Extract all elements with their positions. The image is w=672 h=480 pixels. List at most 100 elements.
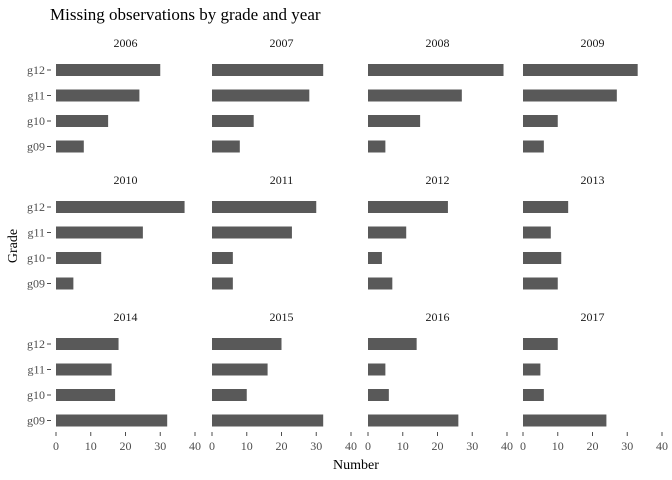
bar-2015-g12 — [212, 338, 282, 350]
bar-2007-g10 — [212, 115, 254, 127]
facet-panel-2006: 2006 g12 g11 g10 g09 — [27, 36, 161, 154]
bar-2007-g11 — [212, 89, 310, 102]
x-tick-label: 30 — [466, 439, 478, 453]
bar-2010-g09 — [56, 277, 74, 290]
x-tick-label: 10 — [241, 439, 253, 453]
bar-2010-g12 — [56, 201, 185, 213]
bar-2012-g09 — [368, 277, 393, 290]
x-tick-label: 20 — [432, 439, 444, 453]
facet-strip-label: 2014 — [114, 310, 138, 324]
bar-2010-g11 — [56, 226, 143, 239]
bar-2015-g10 — [212, 389, 247, 401]
bar-2016-g12 — [368, 338, 417, 350]
bar-2007-g09 — [212, 140, 240, 153]
bar-2009-g09 — [523, 140, 544, 153]
bar-2014-g10 — [56, 389, 116, 401]
y-tick-label: g09 — [27, 140, 45, 154]
y-tick-label: g12 — [27, 200, 45, 214]
bar-2006-g12 — [56, 64, 161, 76]
x-tick-label: 30 — [310, 439, 322, 453]
bar-2014-g12 — [56, 338, 119, 350]
facet-panel-2014: 2014 g12 g11 g10 g09 0 10 20 30 40 — [27, 310, 201, 453]
bar-2017-g09 — [523, 414, 607, 427]
y-tick-label: g11 — [27, 226, 45, 240]
facet-panel-2008: 2008 — [368, 36, 504, 153]
bar-2009-g12 — [523, 64, 638, 76]
bar-2009-g11 — [523, 89, 617, 102]
bar-2014-g11 — [56, 363, 112, 376]
bar-2008-g09 — [368, 140, 386, 153]
bar-2008-g12 — [368, 64, 504, 76]
facet-strip-label: 2017 — [581, 310, 605, 324]
facet-panel-2011: 2011 — [212, 173, 317, 290]
x-tick-label: 30 — [621, 439, 633, 453]
y-tick-label: g09 — [27, 414, 45, 428]
facet-strip-label: 2010 — [114, 173, 138, 187]
facet-panel-2009: 2009 — [523, 36, 638, 153]
bar-2015-g11 — [212, 363, 268, 376]
facet-strip-label: 2006 — [114, 36, 138, 50]
facet-strip-label: 2016 — [426, 310, 450, 324]
bar-2007-g12 — [212, 64, 324, 76]
facet-panel-2007: 2007 — [212, 36, 324, 153]
x-tick-label: 0 — [520, 439, 526, 453]
x-tick-label: 40 — [656, 439, 668, 453]
bar-2016-g09 — [368, 414, 459, 427]
y-tick-label: g12 — [27, 63, 45, 77]
facet-panel-2013: 2013 — [523, 173, 605, 290]
bar-2013-g12 — [523, 201, 569, 213]
facet-strip-label: 2007 — [270, 36, 294, 50]
bar-2012-g11 — [368, 226, 407, 239]
bar-2006-g10 — [56, 115, 109, 127]
facet-strip-label: 2015 — [270, 310, 294, 324]
x-tick-label: 0 — [209, 439, 215, 453]
bar-2017-g10 — [523, 389, 544, 401]
facet-panel-2015: 2015 0 10 20 30 40 — [209, 310, 357, 453]
x-tick-label: 40 — [501, 439, 513, 453]
bar-2016-g10 — [368, 389, 389, 401]
y-tick-label: g10 — [27, 114, 45, 128]
bar-2008-g11 — [368, 89, 462, 102]
bar-2006-g11 — [56, 89, 140, 102]
facet-strip-label: 2012 — [426, 173, 450, 187]
bar-2013-g09 — [523, 277, 558, 290]
bar-2011-g11 — [212, 226, 292, 239]
facet-panel-2016: 2016 0 10 20 30 40 — [365, 310, 513, 453]
y-tick-label: g11 — [27, 89, 45, 103]
y-tick-label: g10 — [27, 251, 45, 265]
bar-2014-g09 — [56, 414, 168, 427]
bar-2010-g10 — [56, 252, 102, 264]
x-tick-label: 40 — [345, 439, 357, 453]
bar-2009-g10 — [523, 115, 558, 127]
x-tick-label: 0 — [365, 439, 371, 453]
x-tick-label: 20 — [587, 439, 599, 453]
x-tick-label: 40 — [189, 439, 201, 453]
bar-2016-g11 — [368, 363, 386, 376]
bar-2013-g11 — [523, 226, 551, 239]
x-tick-label: 20 — [120, 439, 132, 453]
bar-2011-g10 — [212, 252, 233, 264]
bar-2015-g09 — [212, 414, 324, 427]
bar-2011-g12 — [212, 201, 317, 213]
bar-2017-g11 — [523, 363, 541, 376]
x-tick-label: 30 — [154, 439, 166, 453]
y-tick-label: g09 — [27, 277, 45, 291]
x-tick-label: 10 — [552, 439, 564, 453]
y-tick-label: g11 — [27, 363, 45, 377]
x-tick-label: 10 — [85, 439, 97, 453]
y-tick-label: g10 — [27, 388, 45, 402]
bar-2008-g10 — [368, 115, 421, 127]
bar-2011-g09 — [212, 277, 233, 290]
x-tick-label: 20 — [276, 439, 288, 453]
x-tick-label: 0 — [53, 439, 59, 453]
y-axis-label: Grade — [6, 229, 21, 263]
bar-2013-g10 — [523, 252, 562, 264]
y-tick-label: g12 — [27, 337, 45, 351]
x-axis-label: Number — [333, 458, 379, 473]
facet-strip-label: 2011 — [270, 173, 294, 187]
facet-strip-label: 2008 — [426, 36, 450, 50]
bar-2012-g12 — [368, 201, 448, 213]
facet-strip-label: 2013 — [581, 173, 605, 187]
